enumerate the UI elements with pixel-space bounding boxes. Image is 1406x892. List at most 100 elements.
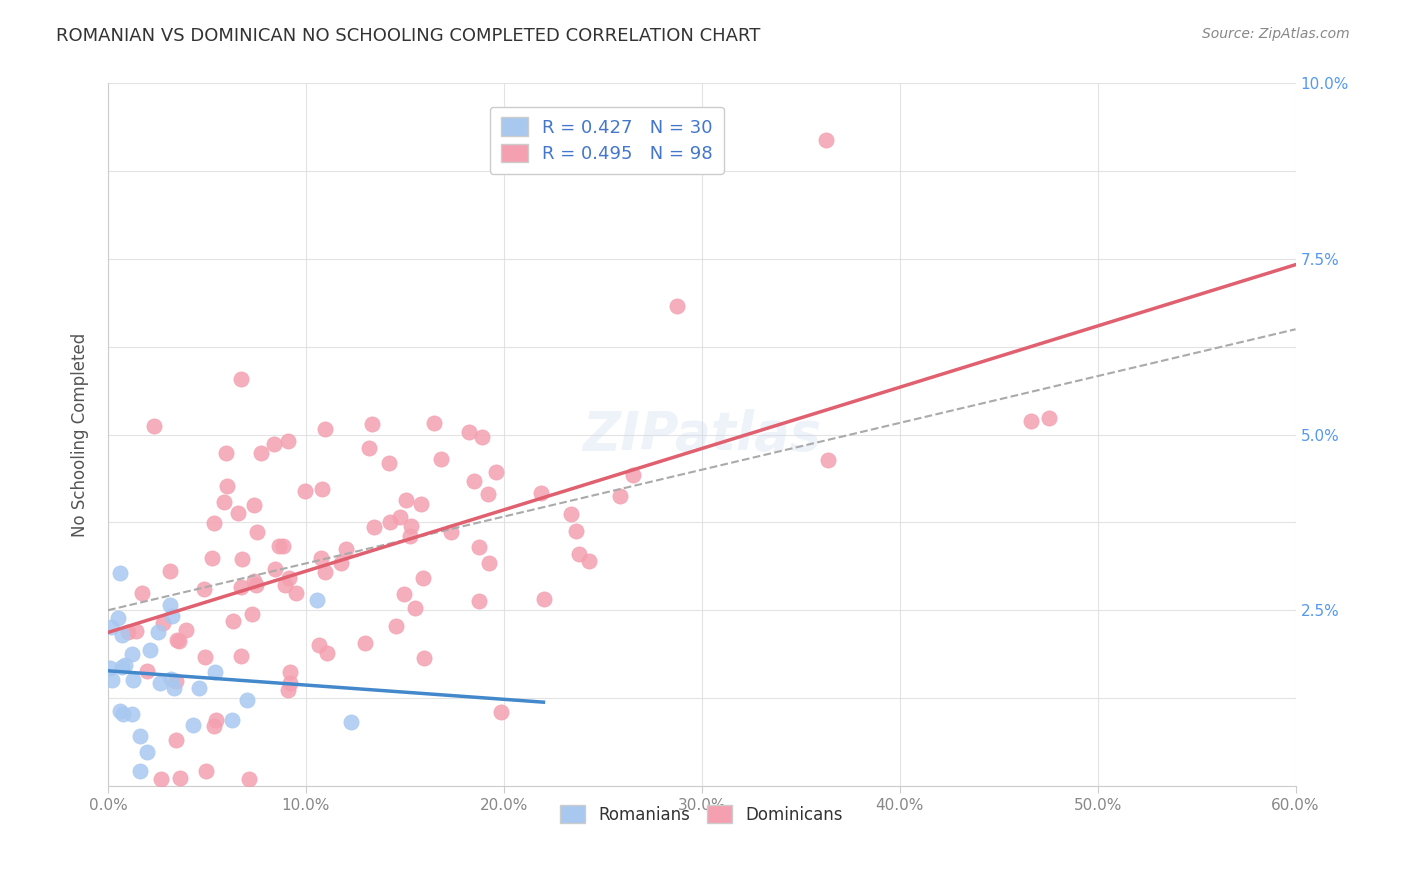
Point: [399, 519, 422, 533]
Point: [222, 614, 245, 628]
Point: [181, 718, 204, 732]
Point: [98, 661, 121, 675]
Point: [484, 465, 506, 479]
Point: [422, 416, 444, 430]
Point: [363, 520, 385, 534]
Point: [201, 551, 224, 566]
Point: [176, 623, 198, 637]
Point: [162, 681, 184, 695]
Point: [249, 446, 271, 460]
Point: [194, 649, 217, 664]
Point: [814, 133, 837, 147]
Point: [467, 541, 489, 555]
Point: [214, 494, 236, 508]
Point: [229, 648, 252, 663]
Point: [236, 693, 259, 707]
Point: [165, 733, 187, 747]
Point: [193, 582, 215, 596]
Point: [404, 600, 426, 615]
Point: [578, 554, 600, 568]
Point: [121, 648, 143, 662]
Point: [152, 616, 174, 631]
Point: [263, 436, 285, 450]
Point: [136, 745, 159, 759]
Point: [385, 618, 408, 632]
Point: [215, 446, 238, 460]
Point: [146, 624, 169, 639]
Point: [136, 664, 159, 678]
Legend: Romanians, Dominicans: Romanians, Dominicans: [550, 796, 853, 834]
Point: [440, 525, 463, 540]
Point: [221, 713, 243, 727]
Point: [311, 482, 333, 496]
Point: [280, 676, 302, 690]
Point: [359, 442, 381, 456]
Point: [463, 474, 485, 488]
Point: [354, 636, 377, 650]
Point: [621, 468, 644, 483]
Point: [269, 539, 291, 553]
Point: [111, 628, 134, 642]
Point: [489, 705, 512, 719]
Point: [202, 516, 225, 530]
Point: [666, 299, 689, 313]
Point: [392, 587, 415, 601]
Point: [308, 638, 330, 652]
Point: [271, 540, 294, 554]
Point: [108, 704, 131, 718]
Point: [121, 707, 143, 722]
Point: [128, 764, 150, 778]
Point: [568, 548, 591, 562]
Point: [117, 624, 139, 639]
Y-axis label: No Schooling Completed: No Schooling Completed: [72, 333, 89, 537]
Point: [231, 580, 253, 594]
Point: [411, 497, 433, 511]
Point: [309, 550, 332, 565]
Point: [194, 764, 217, 778]
Point: [228, 506, 250, 520]
Point: [204, 665, 226, 679]
Point: [243, 574, 266, 589]
Point: [205, 713, 228, 727]
Point: [112, 707, 135, 722]
Point: [231, 552, 253, 566]
Point: [478, 557, 501, 571]
Point: [243, 498, 266, 512]
Point: [160, 609, 183, 624]
Point: [285, 586, 308, 600]
Text: Source: ZipAtlas.com: Source: ZipAtlas.com: [1202, 27, 1350, 41]
Point: [564, 524, 586, 538]
Point: [335, 541, 357, 556]
Point: [108, 566, 131, 580]
Point: [188, 681, 211, 696]
Point: [398, 529, 420, 543]
Point: [329, 556, 352, 570]
Point: [560, 507, 582, 521]
Point: [245, 577, 267, 591]
Point: [131, 585, 153, 599]
Point: [471, 430, 494, 444]
Point: [101, 673, 124, 687]
Point: [468, 593, 491, 607]
Point: [166, 633, 188, 648]
Point: [315, 646, 337, 660]
Point: [314, 565, 336, 579]
Point: [160, 672, 183, 686]
Point: [277, 434, 299, 448]
Point: [361, 417, 384, 431]
Point: [167, 634, 190, 648]
Point: [122, 673, 145, 687]
Text: ROMANIAN VS DOMINICAN NO SCHOOLING COMPLETED CORRELATION CHART: ROMANIAN VS DOMINICAN NO SCHOOLING COMPL…: [56, 27, 761, 45]
Point: [246, 525, 269, 540]
Point: [314, 422, 336, 436]
Point: [159, 598, 181, 612]
Point: [429, 451, 451, 466]
Point: [412, 571, 434, 585]
Point: [238, 772, 260, 786]
Point: [305, 593, 328, 607]
Point: [148, 675, 170, 690]
Point: [395, 493, 418, 508]
Point: [817, 453, 839, 467]
Point: [533, 592, 555, 607]
Point: [149, 772, 172, 786]
